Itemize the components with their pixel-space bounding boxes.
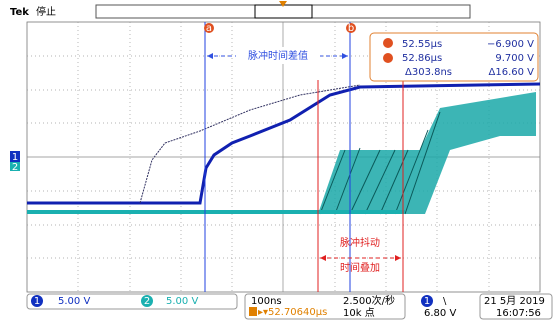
jitter-label: 脉冲抖动 (340, 236, 380, 249)
readout-a-icon (383, 38, 393, 48)
readout-b-time: 52.86μs (402, 53, 442, 64)
ch1-num: 1 (34, 296, 40, 307)
points: 10k 点 (343, 307, 375, 319)
readout-a-volt: −6.900 V (487, 39, 534, 50)
trig-ch: 1 (424, 296, 430, 307)
trig-pos-icon (249, 307, 257, 316)
jitter-label: 时间叠加 (340, 261, 380, 274)
scope-screen: Tek 停止 a b 脉冲时间差值 脉冲抖动 时间叠加 52.55μs −6.9… (0, 0, 554, 320)
readout-a-time: 52.55μs (402, 39, 442, 50)
timebase: 100ns (251, 296, 282, 307)
cursor-a-label: a (206, 23, 212, 34)
time: 16:07:56 (496, 308, 541, 319)
trig-level: 6.80 V (424, 308, 456, 319)
readout-delta-time: Δ303.8ns (405, 67, 452, 78)
sample-rate: 2.500次/秒 (343, 294, 395, 307)
readout-b-volt: 9.700 V (495, 53, 534, 64)
cursor-b-label: b (348, 23, 354, 34)
ch2-scale: 5.00 V (166, 296, 198, 307)
ch2-num: 2 (144, 296, 150, 307)
readout-delta-volt: Δ16.60 V (489, 67, 535, 78)
record-window (255, 5, 312, 18)
state: 停止 (36, 5, 56, 18)
position: ▸▾52.70640μs (258, 307, 327, 318)
ch2-marker-label: 2 (12, 162, 18, 173)
ch1-scale: 5.00 V (58, 296, 90, 307)
readout-b-icon (383, 53, 393, 63)
date: 21 5月 2019 (484, 295, 545, 307)
brand: Tek (10, 7, 29, 18)
delay-label: 脉冲时间差值 (248, 49, 308, 62)
